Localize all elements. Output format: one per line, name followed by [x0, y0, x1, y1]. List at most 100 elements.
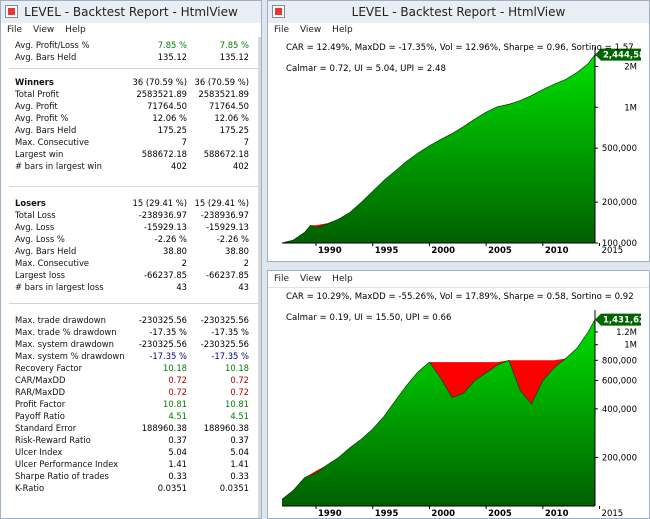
row-label: Payoff Ratio [15, 411, 65, 421]
menu-file[interactable]: File [274, 25, 290, 35]
row-value-long-trades: 5.04 [230, 447, 249, 457]
row-value-all-trades: -66237.85 [144, 270, 187, 280]
row-label: Avg. Loss [15, 222, 55, 232]
last-value-marker [595, 313, 641, 326]
title-bar[interactable]: LEVEL - Backtest Report - HtmlView [1, 1, 261, 23]
menu-help[interactable]: Help [65, 25, 86, 35]
report-row: Winners 36 (70.59 %) 36 (70.59 %) [1, 76, 261, 88]
report-row: Max. system % drawdown -17.35 % -17.35 % [1, 350, 261, 362]
row-value-long-trades: 7.85 % [219, 40, 249, 50]
report-row: Losers 15 (29.41 %) 15 (29.41 %) [1, 197, 261, 209]
row-value-long-trades: 43 [238, 282, 249, 292]
backtest-report-window: LEVEL - Backtest Report - HtmlView File … [0, 0, 262, 519]
report-row: Ulcer Performance Index 1.41 1.41 [1, 458, 261, 470]
row-value-all-trades: 36 (70.59 %) [132, 77, 187, 87]
row-value-all-trades: -17.35 % [149, 351, 187, 361]
report-row: Avg. Profit/Loss % 7.85 % 7.85 % [1, 39, 261, 51]
menu-help[interactable]: Help [332, 274, 353, 284]
row-value-long-trades: 71764.50 [209, 101, 249, 111]
menu-file[interactable]: File [7, 25, 23, 35]
report-row: Avg. Profit % 12.06 % 12.06 % [1, 112, 261, 124]
row-label: Max. Consecutive [15, 258, 90, 268]
row-value-long-trades: -238936.97 [200, 210, 249, 220]
report-row: # bars in largest win 402 402 [1, 160, 261, 172]
report-row: Total Loss -238936.97 -238936.97 [1, 209, 261, 221]
row-label: Risk-Reward Ratio [15, 435, 91, 445]
row-value-long-trades: 588672.18 [203, 149, 249, 159]
section-divider [9, 68, 259, 69]
row-value-long-trades: 0.72 [230, 387, 249, 397]
row-label: Avg. Profit % [15, 113, 69, 123]
menu-view[interactable]: View [299, 25, 322, 35]
last-value-label: 1,431,625 [603, 316, 650, 326]
row-value-all-trades: 5.04 [168, 447, 187, 457]
row-value-long-trades: 10.18 [225, 363, 249, 373]
menu-file[interactable]: File [274, 274, 290, 284]
y-tick-label: 1M [624, 341, 637, 351]
x-tick-label: 2000 [431, 509, 455, 519]
row-value-long-trades: 10.81 [225, 399, 249, 409]
row-value-long-trades: 135.12 [219, 52, 249, 62]
section-divider [9, 186, 259, 187]
report-row: Recovery Factor 10.18 10.18 [1, 362, 261, 374]
benchmark-chart-area: 1.2M 1M 800,000 600,000 400,000 200,000 1990 19… [268, 288, 649, 518]
row-value-long-trades: 0.33 [230, 471, 249, 481]
last-value-label: 2,444,588 [603, 51, 650, 61]
row-value-all-trades: 135.12 [157, 52, 187, 62]
menu-view[interactable]: View [299, 274, 322, 284]
row-value-all-trades: 43 [176, 282, 187, 292]
row-label: Max. system drawdown [15, 339, 114, 349]
row-value-long-trades: 15 (29.41 %) [194, 198, 249, 208]
y-tick-label: 200,000 [602, 453, 637, 463]
report-row: # bars in largest loss 43 43 [1, 281, 261, 293]
row-label: Avg. Profit [15, 101, 58, 111]
row-value-all-trades: 71764.50 [147, 101, 187, 111]
row-value-all-trades: -230325.56 [138, 315, 187, 325]
menu-view[interactable]: View [32, 25, 55, 35]
row-value-all-trades: 402 [171, 161, 187, 171]
row-value-long-trades: -230325.56 [200, 339, 249, 349]
row-label: Max. trade % drawdown [15, 327, 117, 337]
row-label: Max. system % drawdown [15, 351, 125, 361]
x-tick-label: 2015 [602, 509, 624, 519]
report-row: CAR/MaxDD 0.72 0.72 [1, 374, 261, 386]
y-tick-label: 500,000 [602, 144, 637, 154]
x-tick-label: 1990 [318, 246, 342, 256]
row-label: Losers [15, 198, 46, 208]
app-icon [272, 5, 285, 18]
row-value-all-trades: 588672.18 [141, 149, 187, 159]
row-value-all-trades: 38.80 [163, 246, 187, 256]
y-tick-label: 1.2M [616, 328, 637, 338]
drawdown-area [282, 319, 595, 500]
row-label: Avg. Bars Held [15, 52, 77, 62]
report-row: Avg. Bars Held 135.12 135.12 [1, 51, 261, 63]
row-value-all-trades: -230325.56 [138, 339, 187, 349]
vertical-scrollbar[interactable] [258, 37, 261, 518]
row-value-long-trades: -17.35 % [211, 327, 249, 337]
x-tick-label: 2015 [602, 246, 624, 256]
x-tick-label: 2010 [545, 509, 569, 519]
menu-help[interactable]: Help [332, 25, 353, 35]
title-bar[interactable]: LEVEL - Backtest Report - HtmlView [268, 1, 649, 23]
row-value-all-trades: 2 [181, 258, 187, 268]
y-tick-label: 1M [624, 103, 637, 113]
benchmark-chart-window: File View Help 1.2M 1M 800,000 600,000 400,0… [267, 270, 650, 519]
report-row: Risk-Reward Ratio 0.37 0.37 [1, 434, 261, 446]
report-row: Sharpe Ratio of trades 0.33 0.33 [1, 470, 261, 482]
report-row: Largest loss -66237.85 -66237.85 [1, 269, 261, 281]
row-label: Max. trade drawdown [15, 315, 106, 325]
report-row: Avg. Bars Held 38.80 38.80 [1, 245, 261, 257]
row-value-long-trades: 1.41 [230, 459, 249, 469]
row-value-all-trades: -2.26 % [154, 234, 187, 244]
stats-line-2: Calmar = 0.19, UI = 15.50, UPI = 0.66 [286, 313, 451, 323]
row-value-long-trades: 12.06 % [214, 113, 249, 123]
y-tick-label: 600,000 [602, 376, 637, 386]
row-value-long-trades: -66237.85 [206, 270, 249, 280]
row-label: Avg. Profit/Loss % [15, 40, 90, 50]
x-tick-label: 2000 [431, 246, 455, 256]
row-value-all-trades: 0.37 [168, 435, 187, 445]
y-tick-label: 800,000 [602, 356, 637, 366]
row-value-all-trades: 10.81 [163, 399, 187, 409]
row-label: Total Profit [15, 89, 60, 99]
row-label: Profit Factor [15, 399, 66, 409]
